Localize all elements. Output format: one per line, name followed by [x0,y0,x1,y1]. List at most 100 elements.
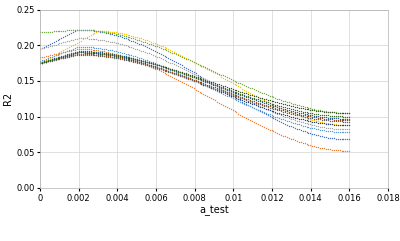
D2.5cc [127,58,132,61]
D2.5cc [240,99,245,101]
Line: D4.5cc: D4.5cc [39,51,350,117]
D4.5cc [127,56,132,59]
D5cc [292,105,297,108]
dmax [333,149,338,152]
D2.5cc [76,51,81,54]
D4.5cc [292,108,297,111]
d1 [240,100,245,103]
D2cc [292,103,297,106]
D4.5cc [347,115,352,118]
D4cc [102,51,107,54]
D4cc [211,83,216,86]
d1 [102,31,107,34]
dmax [292,139,297,142]
D4cc [127,56,132,59]
D2cc [211,69,216,72]
d1 [76,28,81,31]
D2cc [347,112,352,114]
dmax [38,56,42,59]
D4.5cc [102,52,107,55]
D1.5cc [211,88,216,91]
D3.5cc [347,120,352,123]
D5cc [127,57,132,60]
D3.5cc [102,55,107,58]
D3cc [240,96,245,99]
Line: D3.5cc: D3.5cc [39,54,350,122]
D1.5cc [292,122,297,125]
d0.5cc [347,128,352,131]
D4.5cc [211,82,216,85]
D4.5cc [76,50,81,53]
D3cc [127,59,132,61]
D2.5cc [347,124,352,127]
d1cc [38,62,42,65]
Line: d0.5cc: d0.5cc [39,38,350,130]
D5cc [333,111,338,114]
D4cc [38,61,42,64]
D3.5cc [333,120,338,123]
d1cc [240,87,245,90]
D2.5cc [292,116,297,119]
D2cc [333,111,338,114]
D3.5cc [211,86,216,89]
d1 [347,138,352,141]
D1.5cc [38,60,42,62]
d1 [292,127,297,129]
D4.5cc [240,93,245,96]
d0.5cc [333,127,338,130]
d1 [38,47,42,50]
D1.5cc [127,53,132,56]
D2cc [102,30,107,33]
D2cc [76,28,81,31]
D2.5cc [333,123,338,126]
D3cc [211,85,216,88]
Y-axis label: R2: R2 [3,92,13,105]
d1cc [102,30,107,33]
Line: d1cc: d1cc [39,30,350,126]
d0.5cc [127,45,132,48]
D2.5cc [211,87,216,90]
D1.5cc [333,130,338,133]
d0.5cc [240,96,245,99]
D5cc [211,81,216,84]
dmax [347,149,352,152]
Line: D2.5cc: D2.5cc [39,52,350,126]
D4cc [292,110,297,113]
X-axis label: a_test: a_test [199,205,229,216]
D1.5cc [102,47,107,50]
d1cc [292,112,297,115]
dmax [102,50,107,53]
d0.5cc [211,82,216,85]
D2cc [240,83,245,86]
d1 [211,83,216,86]
D2.5cc [38,62,42,65]
D5cc [347,112,352,114]
D3cc [102,54,107,57]
D4cc [76,50,81,53]
D3.5cc [292,113,297,116]
Line: D2cc: D2cc [39,29,350,114]
Line: D3cc: D3cc [39,53,350,121]
D3.5cc [240,97,245,100]
d1cc [96,30,101,33]
D2cc [38,31,42,34]
dmax [76,47,81,50]
Line: d1: d1 [39,29,350,140]
D5cc [76,51,81,54]
d1cc [333,123,338,126]
d1cc [211,71,216,74]
D3cc [333,118,338,121]
Line: D1.5cc: D1.5cc [39,46,350,133]
D3.5cc [38,62,42,65]
Line: D5cc: D5cc [39,52,350,114]
D1.5cc [347,131,352,134]
d1cc [347,124,352,127]
D4.5cc [333,115,338,118]
Line: dmax: dmax [39,48,350,152]
D1.5cc [240,101,245,104]
D4cc [240,94,245,97]
d0.5cc [102,39,107,42]
d1 [127,38,132,41]
D3cc [347,119,352,122]
D5cc [240,91,245,94]
